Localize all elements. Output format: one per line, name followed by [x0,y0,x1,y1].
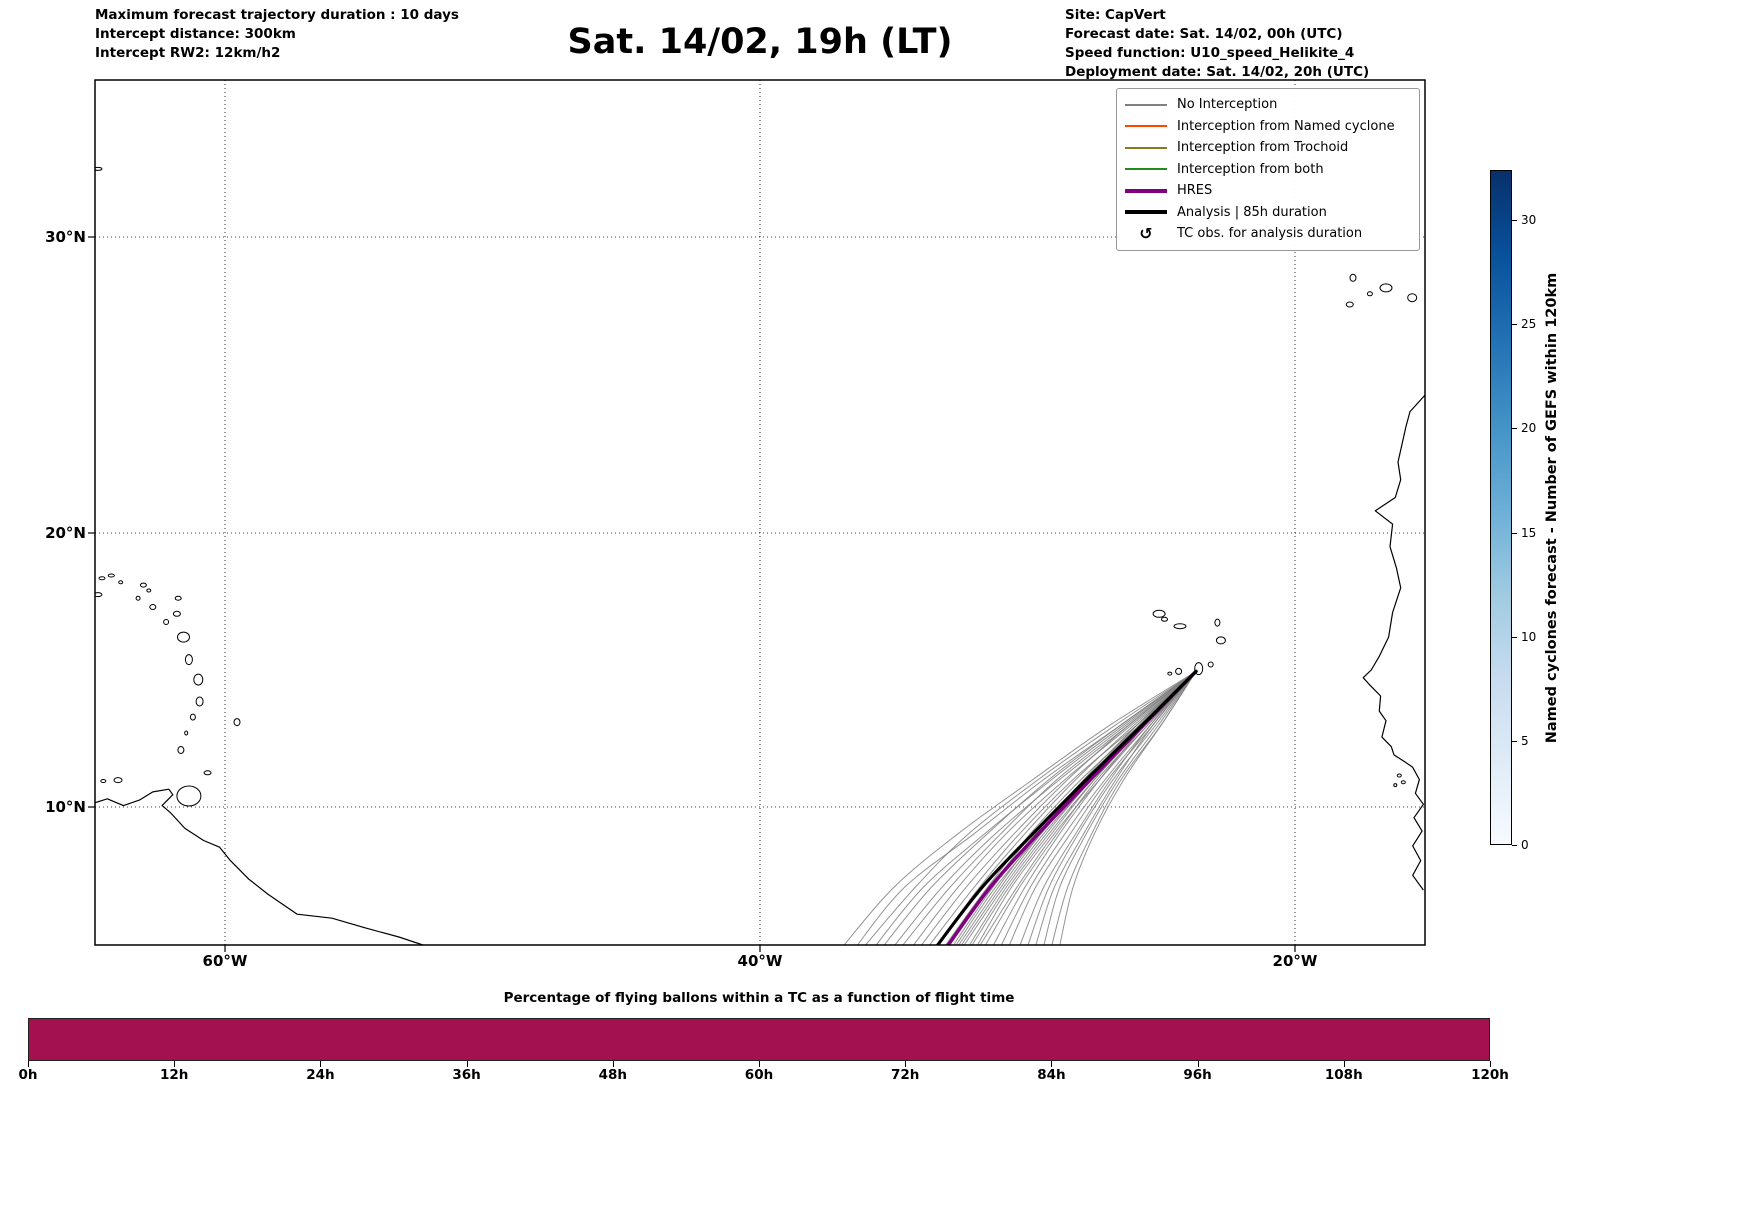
header-left-params: Maximum forecast trajectory duration : 1… [95,6,459,63]
colorbar-tick-label: 20 [1521,421,1537,436]
strip-chart-title: Percentage of flying ballons within a TC… [503,990,1015,1006]
strip-tick-label: 72h [890,1067,920,1083]
legend-label: HRES [1177,183,1213,199]
strip-tick [1197,1061,1199,1067]
strip-tick [1343,1061,1345,1067]
colorbar-tick [1512,845,1517,846]
strip-tick [1051,1061,1053,1067]
forecast-date-text: Forecast date: Sat. 14/02, 00h (UTC) [1065,26,1343,43]
strip-tick-label: 48h [598,1067,627,1083]
flight-time-strip-chart [28,1018,1490,1061]
strip-tick [466,1061,468,1067]
tc-obs-marker-icon: ↺ [1139,224,1153,244]
strip-tick [612,1061,614,1067]
colorbar-tick [1512,740,1517,742]
colorbar-tick-label: 0 [1521,838,1529,852]
legend-line-icon [1125,210,1167,215]
strip-tick-label: 12h [159,1067,189,1083]
legend-line-icon [1125,103,1167,106]
strip-tick [1490,1061,1491,1067]
strip-tick [174,1061,176,1067]
legend-label: Interception from Named cyclone [1177,118,1395,134]
page-title: Sat. 14/02, 19h (LT) [567,22,953,62]
strip-tick-label: 60h [744,1067,774,1083]
x-tick-label: 20°W [1272,952,1318,970]
colorbar-tick [1512,220,1517,221]
intercept-rw2-text: Intercept RW2: 12km/h2 [95,45,281,62]
strip-tick-label: 96h [1183,1067,1212,1083]
x-tick-label: 40°W [737,952,783,970]
legend-entry: ↺ TC obs. for analysis duration [1125,223,1409,245]
legend-label: Interception from Trochoid [1177,140,1349,156]
legend-label: TC obs. for analysis duration [1177,226,1363,242]
strip-tick-label: 0h [18,1067,38,1083]
legend-label: Analysis | 85h duration [1177,204,1327,220]
legend-line-icon [1125,188,1167,193]
strip-tick-label: 24h [306,1067,335,1083]
gefs-colorbar [1490,170,1512,845]
legend-entry: No Interception [1125,94,1409,116]
colorbar-tick-label: 15 [1521,525,1537,540]
colorbar-tick [1512,324,1517,326]
x-tick-label: 60°W [202,952,248,970]
y-tick-label: 10°N [45,798,86,816]
map-legend: No Interception Interception from Named c… [1116,88,1420,251]
strip-tick-label: 36h [452,1067,481,1083]
strip-tick-label: 108h [1324,1067,1363,1083]
colorbar-tick-label: 5 [1521,733,1529,748]
legend-label: Interception from both [1177,161,1324,177]
legend-label: No Interception [1177,97,1278,113]
strip-tick [759,1061,760,1067]
legend-entry: Interception from both [1125,159,1409,181]
strip-tick [905,1061,907,1067]
site-text: Site: CapVert [1065,7,1166,23]
colorbar-tick [1512,428,1517,430]
legend-line-icon [1125,125,1167,128]
legend-line-icon [1125,168,1167,171]
y-tick-label: 20°N [45,524,86,542]
legend-entry: Interception from Trochoid [1125,137,1409,159]
strip-tick-label: 120h [1471,1067,1509,1083]
intercept-distance-text: Intercept distance: 300km [95,26,296,43]
strip-tick [28,1061,29,1067]
colorbar-tick [1512,532,1517,534]
strip-tick [320,1061,322,1067]
header-right-params: Site: CapVert Forecast date: Sat. 14/02,… [1065,6,1369,83]
speed-function-text: Speed function: U10_speed_Helikite_4 [1065,45,1355,62]
colorbar-tick [1512,636,1517,638]
colorbar-tick-label: 10 [1521,629,1537,644]
max-duration-text: Maximum forecast trajectory duration : 1… [95,7,459,23]
legend-entry: HRES [1125,180,1409,202]
strip-tick-label: 84h [1037,1067,1066,1083]
legend-entry: Interception from Named cyclone [1125,116,1409,138]
y-tick-label: 30°N [45,228,86,246]
deployment-date-text: Deployment date: Sat. 14/02, 20h (UTC) [1065,64,1370,81]
colorbar-label: Named cyclones forecast - Number of GEFS… [1544,272,1560,744]
colorbar-tick-label: 25 [1521,317,1537,332]
colorbar-tick-label: 30 [1521,213,1537,227]
legend-entry: Analysis | 85h duration [1125,202,1409,224]
legend-line-icon [1125,146,1167,149]
